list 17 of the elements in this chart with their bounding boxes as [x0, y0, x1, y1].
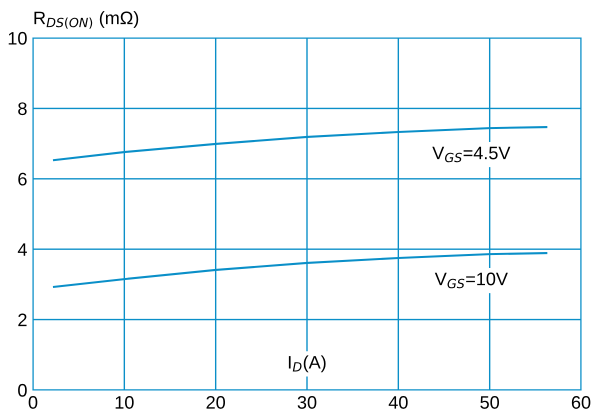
x-tick-label: 0	[28, 396, 38, 409]
x-axis-title: I$_{D}$(A)	[288, 355, 326, 372]
x-tick-label: 60	[572, 396, 590, 409]
y-tick-label: 0	[18, 384, 27, 397]
series-label: V$_{GS}$=4.5V	[432, 146, 510, 162]
x-tick-label: 50	[480, 396, 500, 409]
series-label: V$_{GS}$=10V	[434, 272, 508, 288]
x-tick-label: 20	[206, 396, 226, 409]
x-tick-label: 10	[116, 396, 134, 409]
x-tick-label: 30	[298, 396, 316, 409]
y-tick-label: 2	[18, 314, 27, 326]
x-tick-label: 40	[388, 396, 408, 409]
y-axis-title: R$_{DS(ON)}$ (mΩ)	[34, 11, 138, 29]
y-tick-label: 6	[18, 172, 27, 186]
y-tick-label: 10	[8, 32, 27, 45]
y-tick-label: 8	[18, 102, 27, 116]
y-tick-label: 4	[18, 243, 27, 256]
